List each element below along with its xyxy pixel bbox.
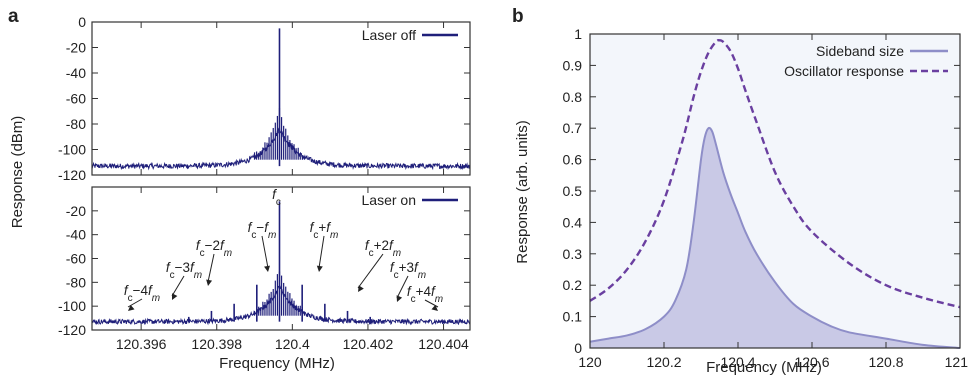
panel-a-sideband-label: fc−4fm — [124, 283, 160, 304]
panel-b-ytick-label: 0.8 — [563, 89, 583, 105]
panel-a-ytick-label: -40 — [66, 65, 86, 81]
panel-a-annotation-arrowhead — [264, 265, 270, 272]
panel-b-xtick-label: 120.6 — [794, 354, 829, 370]
panel-a-annotation-arrowhead — [358, 285, 364, 292]
panel-a-sideband-label: fc−2fm — [196, 238, 232, 259]
panel-b-xtick-label: 121 — [945, 354, 969, 370]
panel-a-ytick-label: -60 — [66, 91, 86, 107]
panel-a-axes-frame — [91, 186, 471, 331]
panel-a-annotation-arrowhead — [396, 295, 403, 302]
panel-a-xtick-label: 120.4 — [275, 336, 310, 352]
panel-a-annotation-arrow — [207, 253, 215, 283]
panel-a-annotation-arrow — [261, 235, 269, 269]
panel-a-xtick-label: 120.404 — [418, 336, 469, 352]
panel-a-annotation-arrowhead — [128, 304, 135, 311]
panel-a-ytick-label: -20 — [66, 203, 86, 219]
panel-a-annotation-arrow — [318, 235, 325, 269]
panel-b-axes-frame — [589, 33, 961, 349]
panel-a-sideband-label: fc−fm — [248, 220, 277, 241]
panel-a-sideband-label: fc — [272, 187, 281, 208]
panel-a-ytick-label: -80 — [66, 116, 86, 132]
panel-b-ytick-label: 0.9 — [563, 57, 583, 73]
panel-a-ytick-label: -120 — [58, 322, 86, 338]
panel-a-legend-label: Laser on — [362, 192, 416, 208]
panel-b-ytick-label: 0 — [574, 340, 582, 356]
panel-b-ytick-label: 1 — [574, 26, 582, 42]
panel-a-xtick-label: 120.398 — [191, 336, 242, 352]
panel-a-sideband-label: fc+4fm — [407, 284, 443, 305]
panel-b-xtick-label: 120 — [578, 354, 602, 370]
panel-a-annotation-arrow — [171, 275, 185, 297]
panel-a-annotation-arrowhead — [431, 304, 438, 311]
sideband-size-area — [590, 127, 960, 348]
panel-b-ytick-label: 0.3 — [563, 246, 583, 262]
panel-label-a: a — [8, 6, 19, 27]
panel-a-ytick-label: -20 — [66, 40, 86, 56]
panel-a-ytick-label: -120 — [58, 167, 86, 183]
panel-a-xtick-label: 120.396 — [116, 336, 167, 352]
oscillator-response-line — [589, 39, 961, 309]
panel-b-ytick-label: 0.5 — [563, 183, 583, 199]
panel-a-ytick-label: -60 — [66, 251, 86, 267]
panel-b-ytick-label: 0.2 — [563, 277, 583, 293]
panel-b-ytick-label: 0.7 — [563, 120, 583, 136]
panel-a-ytick-label: -100 — [58, 142, 86, 158]
sideband-size-line — [589, 126, 961, 349]
panel-a-annotation-arrowhead — [206, 279, 213, 286]
legend-sideband-size-label: Sideband size — [816, 43, 904, 59]
panel-b-ytick-label: 0.4 — [563, 214, 583, 230]
panel-b-ytick-label: 0.1 — [563, 309, 583, 325]
panel-a-ylabel: Response (dBm) — [9, 116, 26, 229]
panel-a-annotation-arrowhead — [172, 293, 178, 300]
panel-b-xtick-label: 120.8 — [868, 354, 903, 370]
panel-b-xtick-label: 120.2 — [646, 354, 681, 370]
panel-b-xlabel: Frequency (MHz) — [706, 359, 822, 376]
panel-a-ytick-label: -80 — [66, 274, 86, 290]
panel-b-xtick-label: 120.4 — [720, 354, 755, 370]
panel-a-sideband-label: fc+3fm — [390, 260, 426, 281]
panel-a-ytick-label: -100 — [58, 298, 86, 314]
panel-a-sideband-label: fc+fm — [310, 220, 339, 241]
panel-a-sideband-label: fc−3fm — [166, 260, 202, 281]
panel-a-legend-label: Laser off — [362, 27, 416, 43]
panel-a-annotation-arrow — [396, 275, 409, 299]
panel-a-plots: 0 -20 -40 -60 -80 -100 -120 Laser off -20 -40 -60 -… — [58, 14, 471, 352]
panel-a-annotation-arrow — [424, 299, 439, 308]
panel-a-ytick-label: 0 — [78, 14, 86, 30]
panel-a-axes-frame — [91, 21, 471, 176]
legend-oscillator-response-label: Oscillator response — [784, 63, 904, 79]
panel-a-ytick-label: -40 — [66, 227, 86, 243]
panel-a-annotation-arrowhead — [316, 265, 323, 272]
panel-a-annotation-arrow — [357, 253, 384, 289]
panel-b-plot: 0 0.1 0.2 0.3 0.4 0.5 0.6 0.7 0.8 0.9 1 120 120.2 120… — [563, 26, 969, 370]
panel-b-ytick-label: 0.6 — [563, 152, 583, 168]
panel-b-ylabel: Response (arb. units) — [514, 120, 531, 263]
panel-a-xtick-label: 120.402 — [343, 336, 394, 352]
panel-label-b: b — [512, 6, 524, 27]
panel-a-xlabel: Frequency (MHz) — [219, 355, 335, 372]
panel-a-sideband-label: fc+2fm — [365, 238, 401, 259]
